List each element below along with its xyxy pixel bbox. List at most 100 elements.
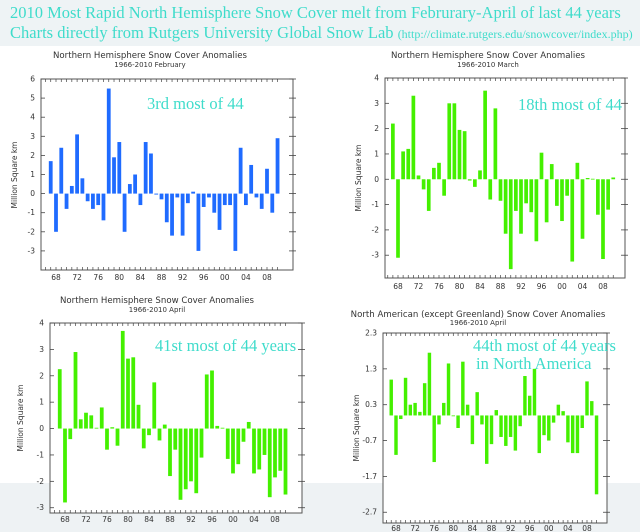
x-tick-label: 72	[410, 524, 420, 532]
bar	[585, 381, 589, 416]
bar	[78, 419, 83, 429]
chart-april-north-america: North American (except Greenland) Snow C…	[351, 310, 616, 532]
y-tick-label: 3	[374, 99, 379, 108]
bar	[480, 415, 484, 425]
bar	[503, 179, 508, 234]
bar	[446, 363, 451, 416]
bar	[488, 179, 493, 200]
bar	[149, 153, 153, 194]
bar	[421, 179, 426, 190]
x-tick-label: 80	[455, 282, 465, 291]
x-tick-label: 76	[434, 282, 444, 291]
y-tick-label: 1	[374, 149, 379, 158]
y-tick-label: 2	[30, 151, 35, 160]
bar	[73, 352, 78, 429]
bar	[173, 428, 178, 450]
x-tick-label: 72	[414, 282, 424, 291]
bar	[394, 415, 398, 455]
bar	[204, 374, 209, 429]
bar	[452, 103, 457, 180]
chart-title: Northern Hemisphere Snow Cover Anomalies	[391, 51, 586, 61]
bar	[212, 193, 217, 213]
x-tick-label: 68	[60, 515, 70, 524]
bar	[411, 95, 416, 180]
x-tick-label: 68	[393, 282, 403, 291]
y-tick-label: 6	[30, 75, 35, 84]
y-axis-label: Million Square km	[16, 385, 25, 452]
bar	[141, 428, 146, 449]
x-tick-label: 92	[178, 273, 188, 282]
bar	[456, 415, 460, 428]
bar	[207, 193, 211, 198]
y-tick-label: -1.7	[362, 472, 377, 481]
plot-area: 4 3 2 1 0 -1 -2 -3 68 72 76 80 84 88 92 96 00 04 08	[372, 74, 628, 291]
bar	[48, 161, 53, 194]
bar	[183, 428, 188, 490]
bar	[547, 415, 551, 441]
bar	[69, 185, 74, 194]
y-tick-label: -3	[372, 251, 380, 260]
bar	[127, 184, 132, 194]
bar	[529, 179, 534, 213]
bar	[273, 428, 277, 478]
x-tick-label: 04	[249, 515, 259, 524]
x-tick-label: 00	[228, 515, 238, 524]
bar	[199, 428, 204, 458]
source-text: Charts directly from Rutgers University …	[10, 23, 394, 42]
bar	[267, 428, 272, 498]
bar	[570, 415, 575, 454]
bar	[91, 193, 95, 209]
bar	[590, 178, 595, 180]
bar	[220, 427, 225, 429]
bar	[585, 178, 590, 180]
bar	[596, 179, 600, 215]
x-tick-label: 04	[578, 282, 588, 291]
bar	[152, 382, 157, 429]
bar	[560, 179, 564, 222]
bar	[244, 193, 248, 206]
chart-april-nh: Northern Hemisphere Snow Cover Anomalies…	[16, 296, 305, 524]
bar	[478, 170, 482, 180]
bar	[168, 428, 172, 477]
bar	[498, 179, 503, 201]
plot-area: 6 5 4 3 2 1 0 -1 -2 -3 68 72 76 80 84 88 92 96 00 04 08	[28, 75, 296, 282]
x-tick-label: 08	[270, 515, 280, 524]
bar	[508, 179, 513, 270]
bar	[426, 179, 431, 211]
y-tick-label: -3	[37, 503, 45, 512]
bar	[534, 179, 539, 242]
bar	[136, 404, 141, 429]
bar	[451, 415, 456, 417]
x-tick-label: 92	[506, 524, 516, 532]
bar	[110, 427, 115, 429]
x-tick-label: 00	[544, 524, 554, 532]
bar	[606, 179, 610, 210]
bar	[457, 129, 462, 180]
x-tick-label: 96	[537, 282, 547, 291]
bar	[157, 428, 162, 441]
bar	[494, 410, 498, 416]
bar	[178, 428, 183, 500]
bar	[117, 142, 122, 194]
bar	[437, 162, 441, 180]
bar	[389, 379, 393, 416]
x-tick-label: 96	[199, 273, 209, 282]
plot-frame	[382, 332, 608, 524]
bar	[432, 415, 436, 463]
x-tick-label: 80	[449, 524, 459, 532]
bar	[222, 193, 227, 206]
bar	[215, 425, 220, 429]
chart-title: North American (except Greenland) Snow C…	[351, 310, 606, 320]
bar	[154, 193, 159, 195]
bar	[539, 152, 544, 180]
y-tick-label: -0.7	[362, 436, 377, 445]
y-tick-label: 3	[39, 345, 44, 354]
bar	[228, 193, 232, 206]
bar	[432, 167, 436, 180]
bar	[265, 168, 269, 194]
bar	[194, 428, 199, 494]
bar	[63, 428, 67, 503]
bar	[270, 193, 275, 213]
bar	[580, 415, 584, 428]
